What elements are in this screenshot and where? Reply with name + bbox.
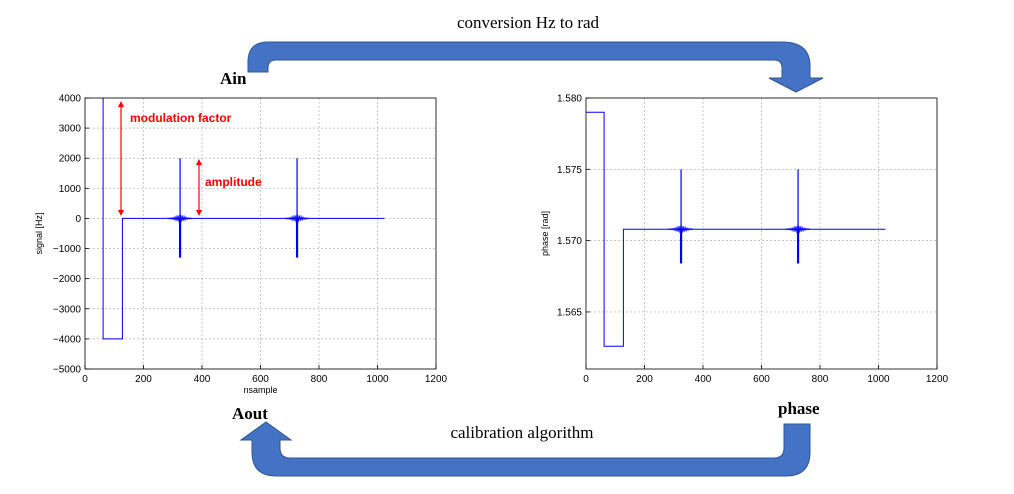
y-tick-label: 1000 xyxy=(59,184,82,195)
bottom-arrow-label: calibration algorithm xyxy=(450,423,593,442)
y-tick-label: −1000 xyxy=(53,244,82,255)
y-tick-label: −5000 xyxy=(53,365,82,376)
bottom-curved-arrow xyxy=(239,421,811,477)
x-tick-label: 800 xyxy=(812,374,829,385)
aout-label: Aout xyxy=(232,404,268,423)
y-tick-label: 1.575 xyxy=(557,165,582,176)
x-tick-label: 400 xyxy=(194,374,211,385)
x-tick-label: 0 xyxy=(583,374,589,385)
y-axis-label: phase [rad] xyxy=(540,211,550,256)
phase-label: phase xyxy=(778,399,820,418)
x-tick-label: 600 xyxy=(252,374,269,385)
signal-chart: 0 200 400 600 800 1000 1200 4000 3000 2000 1000 0 −1… xyxy=(34,94,448,396)
y-tick-label: 3000 xyxy=(59,124,82,135)
x-tick-label: 800 xyxy=(311,374,328,385)
y-tick-label: 1.570 xyxy=(557,236,582,247)
top-arrow-label: conversion Hz to rad xyxy=(457,13,600,32)
y-tick-label: 4000 xyxy=(59,94,82,105)
y-tick-label: 1.580 xyxy=(557,94,582,105)
spike-ringing xyxy=(167,213,193,223)
x-tick-label: 600 xyxy=(753,374,770,385)
ain-label: Ain xyxy=(220,69,247,88)
spike-ringing xyxy=(284,213,310,223)
y-tick-label: 2000 xyxy=(59,154,82,165)
y-tick-label: −2000 xyxy=(53,274,82,285)
modulation-factor-label: modulation factor xyxy=(130,111,232,125)
spike-ringing xyxy=(668,224,694,234)
x-tick-label: 1000 xyxy=(867,374,890,385)
amplitude-label: amplitude xyxy=(205,175,262,189)
x-tick-label: 1200 xyxy=(425,374,448,385)
x-tick-label: 0 xyxy=(82,374,88,385)
x-axis-label: nsample xyxy=(243,385,277,395)
x-tick-label: 200 xyxy=(135,374,152,385)
signal-line xyxy=(586,111,886,347)
x-tick-label: 200 xyxy=(636,374,653,385)
x-tick-label: 400 xyxy=(695,374,712,385)
y-tick-label: −3000 xyxy=(53,304,82,315)
top-curved-arrow xyxy=(247,41,824,93)
y-tick-label: −4000 xyxy=(53,334,82,345)
y-tick-label: 1.565 xyxy=(557,307,582,318)
phase-chart: 0 200 400 600 800 1000 1200 1.580 1.575 1.570 1.56… xyxy=(540,94,949,386)
x-tick-label: 1000 xyxy=(366,374,389,385)
x-tick-label: 1200 xyxy=(926,374,949,385)
y-tick-label: 0 xyxy=(75,214,81,225)
y-axis-label: signal [Hz] xyxy=(34,212,44,254)
annotations: modulation factor amplitude xyxy=(118,101,262,216)
spike-ringing xyxy=(785,224,811,234)
signal-line xyxy=(102,98,385,340)
